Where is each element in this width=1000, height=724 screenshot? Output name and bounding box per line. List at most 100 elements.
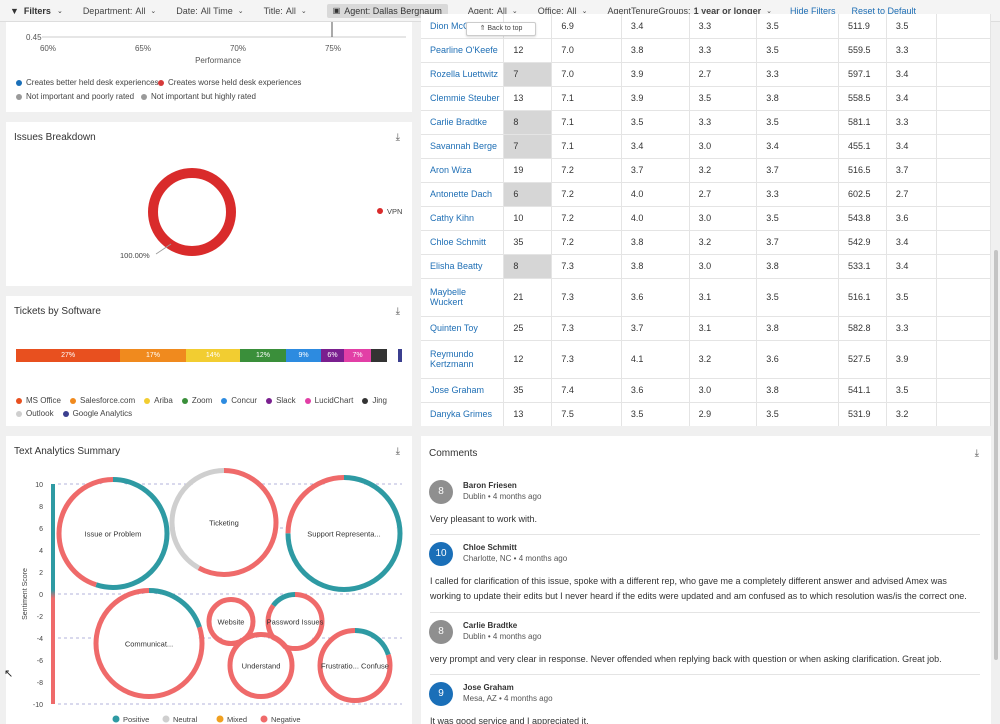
table-cell: 3.9 — [886, 340, 938, 379]
bubble-fill — [271, 597, 319, 646]
table-row: Chloe Schmitt 35 7.2 3.8 3.2 3.7 542.9 3.4 — [421, 230, 991, 255]
legend-label: Jing — [372, 396, 387, 405]
legend-label: MS Office — [26, 396, 61, 405]
agent-filter[interactable]: Agent: All ⌄ — [468, 6, 518, 16]
table-cell — [936, 134, 991, 159]
topic-bubble[interactable]: Frustratio... Confuse — [317, 628, 393, 703]
table-cell — [936, 62, 991, 87]
legend-item[interactable]: Slack — [266, 396, 296, 405]
legend-item[interactable]: Neutral — [162, 715, 198, 724]
agent-name-link[interactable]: Danyka Grimes — [421, 402, 505, 426]
bar-segment[interactable]: 17% — [120, 349, 186, 362]
legend-item[interactable]: Outlook — [16, 409, 54, 418]
topic-bubble[interactable]: Understand — [227, 632, 295, 699]
table-cell: 4.0 — [621, 182, 690, 207]
legend-item[interactable]: Salesforce.com — [69, 396, 136, 405]
bar-segment[interactable]: 12% — [239, 349, 287, 362]
agent-name-link[interactable]: Elisha Beatty — [421, 254, 505, 279]
table-cell: 3.3 — [689, 14, 758, 39]
donut-slice-vpn[interactable] — [148, 168, 236, 256]
legend-label: Negative — [271, 715, 301, 724]
tenure-filter[interactable]: AgentTenureGroups: 1 year or longer ⌄ — [608, 6, 772, 16]
table-cell: 6.9 — [551, 14, 622, 39]
legend-dot — [158, 79, 164, 86]
download-icon[interactable]: ⤓ — [974, 448, 979, 459]
legend-item[interactable]: Jing — [362, 396, 387, 405]
agent-name-link[interactable]: Jose Graham — [421, 378, 505, 403]
legend-item[interactable]: Google Analytics — [62, 409, 132, 418]
bar-segment[interactable]: 14% — [185, 349, 240, 362]
filters-toggle[interactable]: ▼ Filters ⌄ — [10, 6, 63, 16]
agent-name-link[interactable]: Chloe Schmitt — [421, 230, 505, 255]
agent-name-link[interactable]: Rozella Luettwitz — [421, 62, 505, 87]
table-cell: 3.4 — [621, 134, 690, 159]
agent-name-link[interactable]: Clemmie Steuber — [421, 86, 505, 111]
bar-segment[interactable]: 9% — [286, 349, 321, 362]
agent-name-link[interactable]: Antonette Dach — [421, 182, 505, 207]
legend-item[interactable]: Mixed — [216, 715, 248, 724]
department-filter[interactable]: Department: All ⌄ — [83, 6, 156, 16]
legend-item[interactable]: Concur — [221, 396, 257, 405]
back-to-top-button[interactable]: ⇑ Back to top — [466, 22, 536, 36]
bubble-label: Website — [218, 618, 245, 627]
hide-filters-link[interactable]: Hide Filters — [789, 5, 836, 16]
table-cell: 7 — [503, 134, 553, 159]
table-cell: 7.3 — [551, 254, 622, 279]
topic-bubble[interactable]: Password Issues — [265, 592, 325, 651]
agent-name-link[interactable]: Savannah Berge — [421, 134, 505, 159]
table-cell: 7.3 — [551, 340, 622, 379]
bar-segment[interactable] — [398, 349, 402, 362]
bar-segment[interactable]: 6% — [320, 349, 345, 362]
agent-name-link[interactable]: Quinten Toy — [421, 316, 505, 341]
legend-item[interactable]: Negative — [260, 715, 301, 724]
topic-bubble[interactable]: Communicat... — [93, 588, 205, 699]
table-cell: 8 — [503, 254, 553, 279]
agent-name-link[interactable]: Carlie Bradtke — [421, 110, 505, 135]
table-cell: 3.1 — [689, 316, 758, 341]
download-icon[interactable]: ⤓ — [395, 132, 400, 143]
legend-label: Creates worse held desk experiences — [168, 78, 302, 87]
agent-name-link[interactable]: Maybelle Wuckert — [421, 278, 505, 317]
legend-label: Salesforce.com — [79, 396, 136, 405]
title-filter[interactable]: Title: All ⌄ — [264, 6, 307, 16]
name-line: Kertzmann — [430, 359, 474, 369]
legend-dot — [362, 397, 369, 404]
download-icon[interactable]: ⤓ — [395, 306, 400, 317]
topic-bubble[interactable]: Issue or Problem — [56, 477, 170, 590]
agent-name-link[interactable]: Cathy Kihn — [421, 206, 505, 231]
legend-item[interactable]: MS Office — [16, 396, 61, 405]
topic-bubble[interactable]: Ticketing — [169, 468, 279, 577]
table-cell: 541.1 — [838, 378, 887, 403]
topic-bubble[interactable]: Support Representa... — [285, 475, 403, 592]
y-tick-label: 8 — [39, 504, 43, 511]
agent-lock-chip[interactable]: ▣ Agent: Dallas Bergnaum — [326, 3, 448, 18]
table-cell: 3.7 — [621, 316, 690, 341]
reset-default-link[interactable]: Reset to Default — [851, 5, 917, 16]
bubble-ring-segment — [206, 597, 256, 646]
agent-name-link[interactable]: Reymundo Kertzmann — [421, 340, 505, 379]
table-cell: 2.7 — [689, 62, 758, 87]
agent-name-link[interactable]: Pearline O'Keefe — [421, 38, 505, 63]
chevron-down-icon: ⌄ — [581, 7, 588, 15]
bar-segment[interactable]: 27% — [16, 349, 121, 362]
bar-segment[interactable] — [386, 349, 399, 362]
legend-dot — [181, 397, 188, 404]
y-tick-label: -8 — [37, 680, 43, 687]
table-cell: 35 — [503, 378, 553, 403]
download-icon[interactable]: ⤓ — [395, 446, 400, 457]
date-filter[interactable]: Date: All Time ⌄ — [176, 6, 243, 16]
legend-item[interactable]: Zoom — [181, 396, 212, 405]
agent-name-link[interactable]: Aron Wiza — [421, 158, 505, 183]
bar-segment[interactable] — [371, 349, 387, 362]
table-row: Antonette Dach 6 7.2 4.0 2.7 3.3 602.5 2.7 — [421, 182, 991, 207]
table-cell: 3.8 — [756, 86, 840, 111]
bar-segment[interactable]: 7% — [344, 349, 372, 362]
topic-bubble[interactable]: Website — [206, 597, 256, 646]
office-filter[interactable]: Office: All ⌄ — [538, 6, 588, 16]
legend-item[interactable]: Positive — [112, 715, 150, 724]
legend-item[interactable]: LucidChart — [304, 396, 353, 405]
legend-dot — [144, 397, 151, 404]
page-scrollbar[interactable] — [994, 250, 998, 660]
legend-item[interactable]: Ariba — [144, 396, 173, 405]
comment-meta: Mesa, AZ • 4 months ago — [463, 694, 553, 703]
